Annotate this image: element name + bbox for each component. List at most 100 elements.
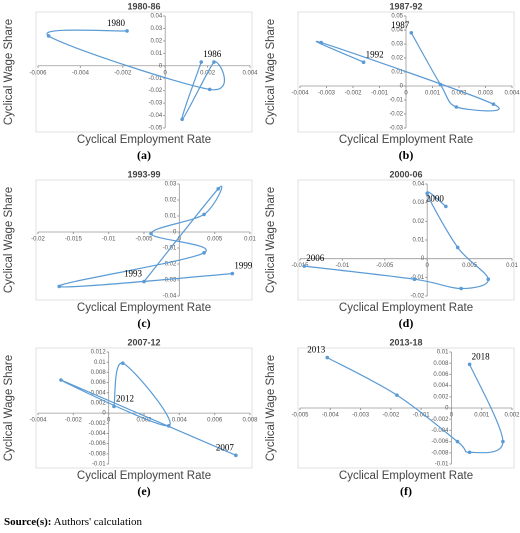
chart-title: 2013-18 xyxy=(389,337,422,347)
data-point xyxy=(212,60,216,64)
data-point xyxy=(302,264,307,268)
x-tick-label: -0.002 xyxy=(344,91,362,97)
data-point xyxy=(467,450,472,455)
y-axis-title: Cyclical Wage Share xyxy=(265,355,277,461)
x-tick-label: 0 xyxy=(404,91,408,97)
y-tick-label: 0 xyxy=(159,63,163,69)
x-tick-label: -0.005 xyxy=(376,263,394,269)
x-axis-title: Cyclical Employment Rate xyxy=(339,134,473,146)
data-point xyxy=(444,204,448,209)
panel-label: (b) xyxy=(399,148,414,162)
y-tick-label: 0.02 xyxy=(165,198,177,204)
y-tick-label: 0.03 xyxy=(391,42,403,48)
data-point xyxy=(491,102,496,106)
panel-label: (f) xyxy=(400,484,412,498)
x-axis-title: Cyclical Employment Rate xyxy=(77,134,211,146)
x-tick-label: -0.004 xyxy=(29,418,47,424)
point-label: 2018 xyxy=(472,351,491,361)
plot-frame xyxy=(35,179,253,301)
y-tick-label: -0.01 xyxy=(149,76,163,82)
y-tick-label: 0.006 xyxy=(91,380,107,386)
y-tick-label: 0.04 xyxy=(391,28,403,34)
x-tick-label: 0.006 xyxy=(207,418,223,424)
y-tick-label: -0.05 xyxy=(149,126,163,132)
y-tick-label: -0.01 xyxy=(411,275,425,281)
y-tick-label: 0.04 xyxy=(151,14,163,20)
plot-frame xyxy=(35,11,253,133)
chart-title: 2007-12 xyxy=(127,337,160,347)
plot-frame xyxy=(297,347,515,469)
y-tick-label: -0.02 xyxy=(389,112,403,118)
point-label: 2007 xyxy=(216,442,235,452)
y-tick-label: 0.01 xyxy=(413,238,425,244)
data-point xyxy=(112,404,116,409)
point-label: 2000 xyxy=(426,193,445,203)
data-point xyxy=(207,87,212,92)
y-tick-label: -0.01 xyxy=(389,98,403,104)
x-tick-label: 0 xyxy=(164,70,168,76)
panel-label: (d) xyxy=(399,316,414,330)
point-label: 1986 xyxy=(203,49,222,59)
plot-frame xyxy=(297,11,515,133)
y-tick-label: 0 xyxy=(421,256,425,262)
data-point xyxy=(467,362,472,367)
y-tick-label: 0.008 xyxy=(91,370,107,376)
series-line xyxy=(316,32,500,112)
point-label: 2006 xyxy=(306,253,325,263)
chart-title: 1980-86 xyxy=(127,1,160,11)
y-axis-title: Cyclical Wage Share xyxy=(3,355,15,461)
y-tick-label: 0.004 xyxy=(433,383,449,389)
x-tick-label: -0.004 xyxy=(291,91,309,97)
y-tick-label: 0.008 xyxy=(433,361,449,367)
plot-frame xyxy=(35,347,253,469)
x-axis-title: Cyclical Employment Rate xyxy=(339,470,473,482)
x-tick-label: 0.004 xyxy=(504,91,520,97)
y-tick-label: -0.02 xyxy=(163,262,177,268)
y-tick-label: -0.008 xyxy=(89,451,107,457)
data-point xyxy=(319,40,324,45)
y-tick-label: 0.006 xyxy=(433,372,449,378)
y-tick-label: 0.012 xyxy=(91,350,107,356)
data-point xyxy=(142,279,146,284)
y-tick-label: 0.01 xyxy=(437,350,449,356)
y-tick-label: -0.004 xyxy=(431,428,449,434)
x-tick-label: -0.001 xyxy=(371,91,389,97)
chart-title: 1993-99 xyxy=(127,169,160,179)
x-tick-label: 0.004 xyxy=(172,418,188,424)
x-tick-label: 0.002 xyxy=(504,413,520,419)
data-point xyxy=(202,212,206,217)
y-axis-title: Cyclical Wage Share xyxy=(3,19,15,125)
y-tick-label: -0.04 xyxy=(149,113,163,119)
series-line xyxy=(326,357,504,454)
data-point xyxy=(230,271,235,276)
data-point xyxy=(59,378,63,382)
x-tick-label: -0.02 xyxy=(31,237,45,243)
y-tick-label: -0.03 xyxy=(149,101,163,107)
y-axis-title: Cyclical Wage Share xyxy=(3,187,15,293)
x-tick-label: 0.008 xyxy=(242,418,258,424)
data-point xyxy=(459,286,463,291)
point-label: 1992 xyxy=(366,49,384,59)
plot-frame xyxy=(297,179,515,301)
y-tick-label: 0.02 xyxy=(391,56,403,62)
x-axis-title: Cyclical Employment Rate xyxy=(77,470,211,482)
data-point xyxy=(455,245,460,250)
data-point xyxy=(409,31,414,35)
x-tick-label: 0 xyxy=(450,413,454,419)
y-tick-label: -0.03 xyxy=(389,126,403,132)
x-tick-label: 0.005 xyxy=(462,263,478,269)
x-tick-label: 0.002 xyxy=(451,91,467,97)
data-point xyxy=(395,393,399,397)
y-tick-label: 0.01 xyxy=(151,51,163,57)
data-point xyxy=(234,453,238,458)
data-point xyxy=(501,439,505,444)
x-tick-label: -0.002 xyxy=(382,413,400,419)
y-tick-label: -0.004 xyxy=(89,431,107,437)
x-tick-label: -0.004 xyxy=(72,70,90,76)
chart-title: 1987-92 xyxy=(389,1,422,11)
x-tick-label: 0.002 xyxy=(136,418,152,424)
y-tick-label: 0.02 xyxy=(413,219,425,225)
panel-label: (c) xyxy=(137,316,150,330)
x-tick-label: 0.001 xyxy=(474,413,490,419)
